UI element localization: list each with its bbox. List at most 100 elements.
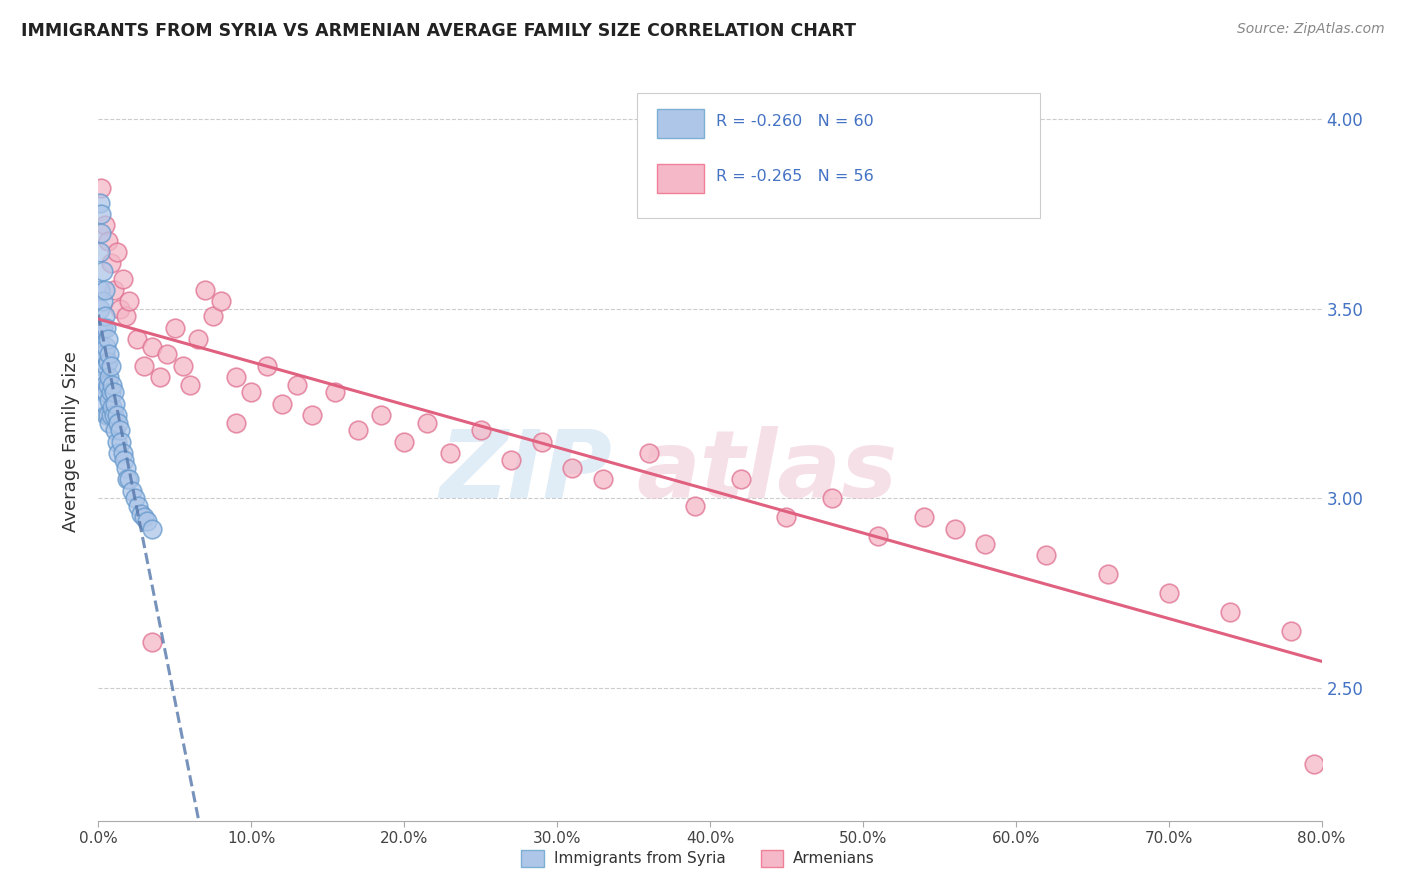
Point (530, 434, 553, 449)
Point (136, 514, 159, 528)
Point (141, 522, 163, 536)
Point (134, 359, 156, 373)
Point (90, 359, 112, 373)
Point (470, 423, 492, 437)
FancyBboxPatch shape (658, 164, 704, 193)
Point (105, 434, 128, 449)
Point (108, 301, 131, 316)
Point (1097, 567, 1119, 582)
Point (202, 310, 225, 324)
Point (821, 491, 844, 506)
Point (98, 416, 121, 430)
Point (98, 370, 121, 384)
Point (90, 207, 112, 221)
Point (256, 359, 278, 373)
Point (172, 359, 194, 373)
Point (97, 332, 120, 346)
Point (91, 320, 114, 334)
Point (416, 416, 439, 430)
Text: R = -0.260   N = 60: R = -0.260 N = 60 (716, 114, 875, 129)
Point (156, 347, 179, 361)
Point (89, 283, 111, 297)
Point (592, 472, 614, 486)
Point (91, 264, 114, 278)
Point (100, 256, 122, 270)
Point (115, 461, 138, 475)
Point (89, 301, 111, 316)
Point (285, 377, 308, 392)
Point (127, 499, 149, 513)
Point (1157, 586, 1180, 600)
Point (103, 283, 125, 297)
FancyBboxPatch shape (658, 110, 704, 138)
Text: Armenians: Armenians (793, 851, 875, 866)
Point (97, 234, 120, 248)
Point (107, 416, 129, 430)
Point (98, 347, 121, 361)
Point (94, 320, 117, 334)
Point (97, 355, 120, 369)
Point (97, 377, 120, 392)
Point (943, 522, 966, 536)
Point (730, 472, 752, 486)
Text: R = -0.265   N = 56: R = -0.265 N = 56 (716, 169, 875, 184)
Point (94, 359, 117, 373)
Text: atlas: atlas (637, 425, 898, 518)
FancyBboxPatch shape (761, 849, 783, 867)
Point (115, 310, 138, 324)
Point (141, 340, 163, 354)
Point (90, 180, 112, 194)
Text: Source: ZipAtlas.com: Source: ZipAtlas.com (1237, 22, 1385, 37)
Point (134, 510, 156, 524)
Point (392, 434, 416, 449)
Point (105, 244, 128, 259)
Point (111, 271, 134, 285)
Point (125, 332, 148, 346)
Point (112, 453, 135, 467)
Point (89, 244, 111, 259)
Point (240, 385, 263, 400)
Point (100, 408, 122, 422)
Point (110, 434, 132, 449)
Point (775, 510, 797, 524)
Point (439, 446, 461, 460)
Point (107, 446, 129, 460)
Point (91, 370, 114, 384)
Point (1303, 756, 1326, 771)
Point (103, 408, 125, 422)
Point (868, 529, 890, 543)
Point (94, 385, 117, 400)
Point (209, 294, 232, 309)
Point (93, 347, 115, 361)
FancyBboxPatch shape (522, 849, 544, 867)
Point (118, 472, 141, 486)
Point (124, 491, 146, 506)
Point (90, 320, 112, 334)
Text: ZIP: ZIP (439, 425, 612, 518)
Point (91, 294, 114, 309)
Point (91, 347, 114, 361)
Point (1035, 548, 1057, 562)
Point (912, 510, 935, 524)
Point (93, 377, 115, 392)
Point (117, 472, 139, 486)
Point (104, 423, 127, 437)
Point (163, 320, 186, 334)
Point (93, 219, 115, 233)
Point (97, 408, 120, 422)
Point (225, 370, 247, 384)
Point (93, 310, 115, 324)
Point (683, 499, 706, 513)
Point (94, 340, 117, 354)
Y-axis label: Average Family Size: Average Family Size (62, 351, 80, 532)
Point (270, 396, 292, 410)
Point (90, 226, 112, 240)
Point (91, 385, 114, 400)
Point (501, 453, 523, 467)
Point (89, 195, 111, 210)
Point (98, 392, 121, 407)
Point (187, 332, 209, 346)
Point (149, 370, 172, 384)
Point (108, 423, 131, 437)
Point (637, 446, 661, 460)
